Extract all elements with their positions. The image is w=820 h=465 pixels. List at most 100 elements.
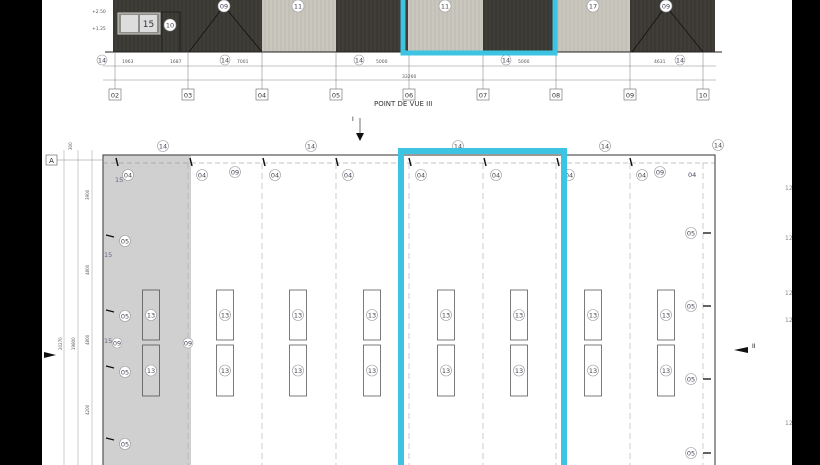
post-box <box>216 344 234 397</box>
bracing <box>223 5 263 53</box>
bay-callout: 11 <box>441 2 449 10</box>
shaded-bay <box>103 155 191 465</box>
post-label-bubble <box>513 364 525 377</box>
grid-marker <box>623 88 637 101</box>
post-label-bubble <box>440 364 452 377</box>
callout-05-bubble <box>685 300 697 312</box>
post-box <box>289 289 307 341</box>
post-label-bubble <box>440 309 452 321</box>
grid-label: 04 <box>258 92 266 100</box>
post-label-bubble <box>292 364 304 377</box>
bay-callout-bubble <box>438 0 452 13</box>
facade-panel <box>336 0 408 52</box>
bracket-mark <box>556 157 560 167</box>
edge-callout: 12 <box>785 420 792 427</box>
post-label: 13 <box>221 311 229 319</box>
bracing <box>188 5 225 53</box>
door-label-box <box>140 15 157 32</box>
anchor-mark <box>105 365 115 369</box>
building-outline <box>102 154 716 465</box>
post-box <box>216 289 234 341</box>
door-callout: 10 <box>166 21 174 29</box>
drawing-sheet[interactable]: 15 10 +2.50 +1.25 09 11 11 17 09 1963 1687 7001 5000… <box>42 0 792 465</box>
base-callout-bubble <box>219 54 231 66</box>
callout-05: 05 <box>121 237 129 245</box>
section-arrow-left-icon <box>44 352 56 358</box>
dimension-label: 5000 <box>376 59 388 65</box>
post-box <box>363 289 381 341</box>
post-box <box>142 344 160 397</box>
overall-left-dimension: 20270 <box>58 337 63 350</box>
post-box <box>363 344 381 397</box>
callout-09-bubble <box>182 337 194 349</box>
dimension-label: 4631 <box>654 59 666 65</box>
callout-05: 05 <box>687 449 695 457</box>
post-box <box>289 344 307 397</box>
callout-05-bubble <box>685 227 697 239</box>
edge-callout: 12 <box>785 317 792 324</box>
callout-09: 09 <box>184 339 192 347</box>
left-dimension-label: 3900 <box>85 189 90 200</box>
callout-04-bubble <box>122 169 134 181</box>
bracket-mark <box>115 157 119 167</box>
post-label: 13 <box>589 311 597 319</box>
post-box <box>657 289 675 341</box>
post-label: 13 <box>294 311 302 319</box>
post-box <box>437 289 455 341</box>
callout-14: 14 <box>454 142 462 150</box>
post-label-bubble <box>145 364 157 377</box>
dimension-label: 5000 <box>518 59 530 65</box>
door-callout-bubble <box>163 18 177 32</box>
post-box <box>437 344 455 397</box>
dimension-label: 1963 <box>122 59 134 65</box>
edge-callout: 12 <box>785 290 792 297</box>
row-label: A <box>49 157 54 165</box>
grid-marker <box>255 88 269 101</box>
post-label-bubble <box>145 309 157 321</box>
callout-05: 05 <box>687 229 695 237</box>
callout-04: 04 <box>492 171 500 179</box>
anchor-mark <box>105 234 115 238</box>
post-box <box>510 289 528 341</box>
anchor-mark <box>105 437 115 441</box>
callout-14-bubble <box>305 140 317 152</box>
callout-04: 04 <box>688 171 696 179</box>
callout-14: 14 <box>601 142 609 150</box>
post-box <box>584 289 602 341</box>
bay-callout: 09 <box>662 2 670 10</box>
facade-panel <box>483 0 555 52</box>
architectural-drawing: 15 10 +2.50 +1.25 09 11 11 17 09 1963 1687 7001 5000… <box>44 0 792 465</box>
callout-04-bubble <box>415 169 427 181</box>
bay-callout-bubble <box>659 0 673 13</box>
bay-callout-bubble <box>291 0 305 13</box>
post-box <box>584 344 602 397</box>
callout-09: 09 <box>113 339 121 347</box>
post-box <box>510 344 528 397</box>
callout-14: 14 <box>159 142 167 150</box>
facade-panel <box>630 0 715 52</box>
grid-label: 07 <box>479 92 487 100</box>
post-label: 13 <box>662 367 670 375</box>
grid-marker <box>402 88 416 101</box>
grid-label: 10 <box>699 92 707 100</box>
base-callout-bubble <box>674 54 686 66</box>
base-callout: 14 <box>221 56 229 64</box>
grid-label: 03 <box>184 92 192 100</box>
post-label-bubble <box>660 364 672 377</box>
bracket-mark <box>408 157 412 167</box>
callout-04: 04 <box>124 171 132 179</box>
post-label: 13 <box>662 311 670 319</box>
callout-05: 05 <box>121 368 129 376</box>
callout-05: 05 <box>121 440 129 448</box>
callout-04: 04 <box>344 171 352 179</box>
callout-04: 04 <box>638 171 646 179</box>
post-label-bubble <box>660 309 672 321</box>
post-label: 13 <box>442 311 450 319</box>
callout-09: 09 <box>231 168 239 176</box>
post-label-bubble <box>219 364 231 377</box>
post-label: 13 <box>368 367 376 375</box>
post-label-bubble <box>292 309 304 321</box>
post-box <box>142 289 160 341</box>
dimension-label: 1687 <box>170 59 182 65</box>
